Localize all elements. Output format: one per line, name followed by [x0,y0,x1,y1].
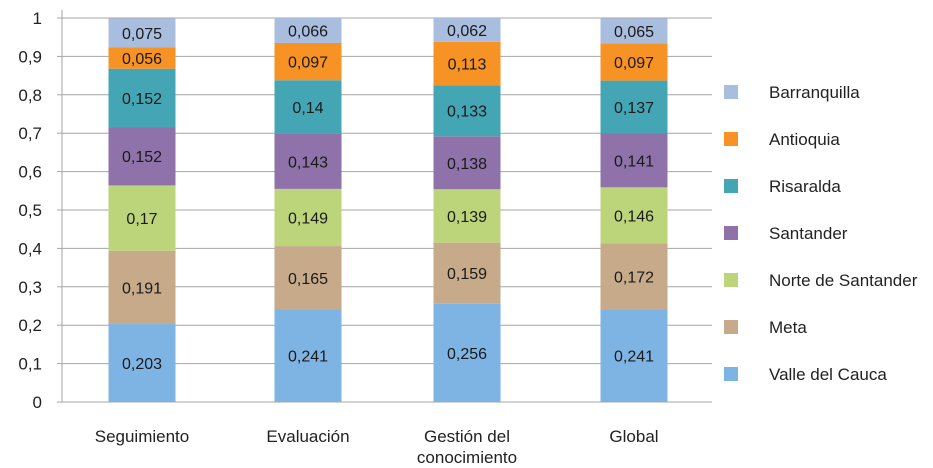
y-tick-label: 0,3 [18,278,42,297]
bar-segment [433,85,501,137]
bar-segment [600,43,668,81]
y-tick-label: 0,8 [18,86,42,105]
data-label: 0,097 [288,55,328,72]
x-tick-label: Seguimiento [95,427,190,446]
data-label: 0,17 [126,211,157,228]
x-tick-label: conocimiento [417,448,517,467]
y-tick-label: 0 [33,393,42,412]
bar-segment [274,188,342,247]
data-label: 0,066 [288,23,328,40]
data-label: 0,172 [614,269,654,286]
legend-label: Barranquilla [769,83,860,102]
bar-segment [600,243,668,310]
x-tick-label: Global [609,427,658,446]
legend-swatch [724,85,738,99]
bar-segment [108,324,176,402]
legend-label: Valle del Cauca [769,365,887,384]
data-label: 0,138 [447,156,487,173]
y-tick-label: 0,7 [18,124,42,143]
data-label: 0,141 [614,153,654,170]
bar-segment [600,187,668,244]
data-label: 0,241 [614,349,654,366]
data-label: 0,056 [122,51,162,68]
bar-segment [108,18,176,48]
data-label: 0,146 [614,208,654,225]
legend-label: Norte de Santander [769,271,918,290]
y-tick-label: 0,9 [18,47,42,66]
data-label: 0,137 [614,100,654,117]
bar-segment [600,309,668,402]
data-label: 0,14 [292,100,323,117]
legend: Barranquilla Antioquia Risaralda Santander N… [724,83,918,384]
data-label: 0,139 [447,209,487,226]
data-label: 0,062 [447,23,487,40]
y-tick-label: 1 [33,9,42,28]
y-tick-label: 0,4 [18,239,42,258]
bar-segment [108,250,176,325]
legend-label: Santander [769,224,848,243]
legend-swatch [724,226,738,240]
data-label: 0,159 [447,266,487,283]
y-tick-label: 0,6 [18,163,42,182]
bar-segment [274,80,342,134]
y-tick-label: 0,5 [18,201,42,220]
bar-segment [600,133,668,188]
bar-segment [108,127,176,186]
legend-label: Antioquia [769,130,840,149]
x-axis: Seguimiento Evaluación Gestión del conocimi… [62,401,712,467]
data-label: 0,191 [122,280,162,297]
y-tick-label: 0,2 [18,316,42,335]
bar-segment [108,185,176,251]
data-label: 0,241 [288,349,328,366]
bar-segment [600,18,668,44]
y-axis: 0 0,1 0,2 0,3 0,4 0,5 0,6 0,7 0,8 0,9 1 [18,9,63,412]
data-label: 0,065 [614,24,654,41]
data-label: 0,203 [122,356,162,373]
x-tick-label: Evaluación [266,427,349,446]
data-label: 0,075 [122,26,162,43]
data-label: 0,152 [122,91,162,108]
x-tick-label: Gestión del [424,427,510,446]
bar-segment [433,189,501,243]
data-label: 0,133 [447,104,487,121]
legend-swatch [724,320,738,334]
bar-segment [433,136,501,190]
bar-segment [433,41,501,86]
bar-segment [433,303,501,402]
data-label: 0,165 [288,271,328,288]
bar-segment [274,18,342,43]
data-label: 0,149 [288,210,328,227]
bar-segment [108,68,176,128]
bar-segment [274,133,342,189]
bar-segment [274,246,342,310]
bar-segment [433,18,501,42]
bar-segment [274,42,342,81]
bar-segment [433,242,501,304]
data-label: 0,143 [288,154,328,171]
data-label: 0,256 [447,346,487,363]
legend-swatch [724,273,738,287]
legend-swatch [724,179,738,193]
legend-swatch [724,132,738,146]
legend-label: Risaralda [769,177,841,196]
legend-swatch [724,367,738,381]
bars: 0,203 0,191 0,17 0,152 0,152 0,056 0,075 0,241 0… [108,18,668,402]
data-label: 0,097 [614,55,654,72]
bar-segment [108,47,176,69]
y-tick-label: 0,1 [18,355,42,374]
data-label: 0,152 [122,149,162,166]
legend-label: Meta [769,318,807,337]
data-label: 0,113 [448,57,487,74]
bar-segment [600,80,668,134]
bar-segment [274,309,342,402]
